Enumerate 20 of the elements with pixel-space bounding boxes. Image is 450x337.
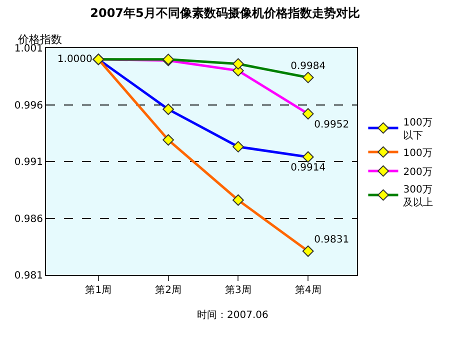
x-tick-label: 第2周 xyxy=(155,284,182,296)
data-label: 0.9984 xyxy=(290,61,326,72)
data-label: 0.9914 xyxy=(290,162,326,174)
data-label: 0.9952 xyxy=(314,119,350,130)
chart-title: 2007年5月不同像素数码摄像机价格指数走势对比 xyxy=(90,6,360,20)
data-label: 1.0000 xyxy=(57,54,92,65)
legend-label: 100万以下 xyxy=(403,117,432,142)
y-tick-label: 0.996 xyxy=(14,100,43,112)
y-tick-label: 1.001 xyxy=(14,44,43,54)
text: 时间：2007.06 xyxy=(197,309,268,321)
data-label: 0.9831 xyxy=(314,234,350,246)
y-tick-label: 0.981 xyxy=(14,270,43,282)
y-tick-label: 0.986 xyxy=(14,214,43,225)
x-tick-label: 第4周 xyxy=(294,284,322,296)
legend-label: 200万 xyxy=(403,166,432,178)
legend-label: 100万 xyxy=(403,148,432,159)
legend-label: 300万及以上 xyxy=(403,184,434,208)
x-tick-label: 第3周 xyxy=(225,284,252,296)
y-tick-label: 0.991 xyxy=(14,157,43,168)
x-tick-label: 第1周 xyxy=(85,284,112,296)
